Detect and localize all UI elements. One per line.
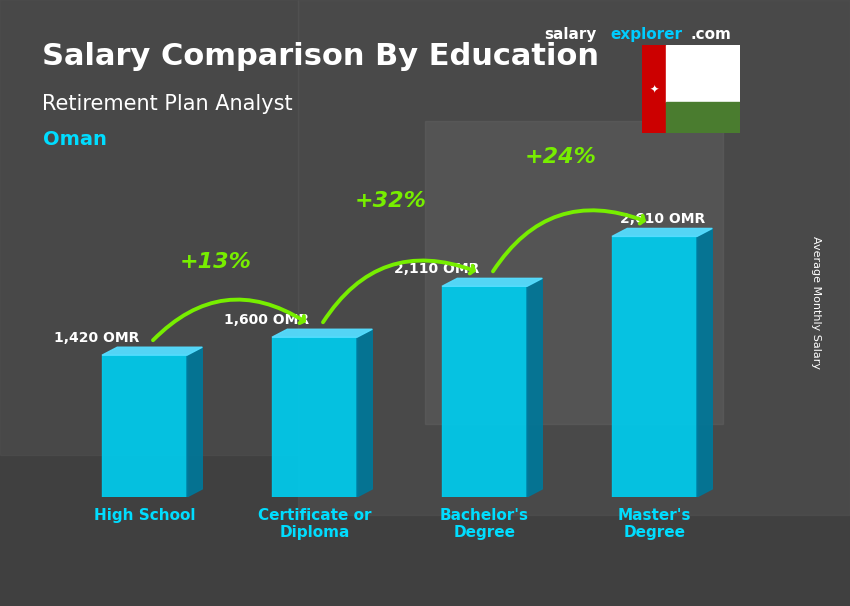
Text: +13%: +13% [180,252,252,272]
Text: Retirement Plan Analyst: Retirement Plan Analyst [42,94,293,114]
Text: ✦: ✦ [649,84,659,95]
Polygon shape [612,228,712,236]
Text: +32%: +32% [355,191,427,211]
Polygon shape [697,228,712,497]
Text: 1,600 OMR: 1,600 OMR [224,313,309,327]
Bar [0,0,298,454]
Text: Salary Comparison By Education: Salary Comparison By Education [42,42,599,72]
Text: salary: salary [544,27,597,42]
Text: .com: .com [690,27,731,42]
Polygon shape [272,329,372,337]
Polygon shape [357,329,372,497]
Text: Oman: Oman [42,130,106,149]
Bar [298,0,850,515]
Polygon shape [666,102,740,133]
Text: 1,420 OMR: 1,420 OMR [54,331,139,345]
Text: 2,610 OMR: 2,610 OMR [620,213,706,227]
Bar [612,236,697,497]
Bar [425,121,722,424]
Text: 2,110 OMR: 2,110 OMR [394,262,479,276]
Polygon shape [442,278,542,286]
Polygon shape [102,347,202,355]
Polygon shape [187,347,202,497]
Text: Average Monthly Salary: Average Monthly Salary [811,236,821,370]
Bar [102,355,187,497]
Text: explorer: explorer [610,27,683,42]
Bar [272,337,357,497]
Text: +24%: +24% [525,147,597,167]
Polygon shape [527,278,542,497]
Bar [442,286,527,497]
Polygon shape [666,45,740,102]
Polygon shape [642,45,666,133]
